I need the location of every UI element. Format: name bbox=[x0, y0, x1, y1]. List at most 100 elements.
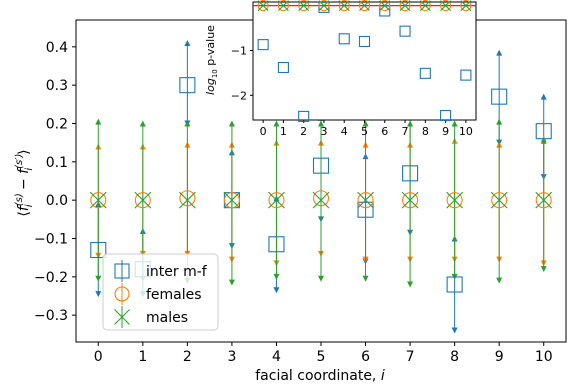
error-cap bbox=[184, 40, 191, 46]
inset-x-tick-label: 7 bbox=[402, 125, 409, 138]
legend-items: inter m-f females males bbox=[114, 260, 208, 328]
data-point bbox=[312, 157, 330, 174]
inset-data-point bbox=[440, 0, 452, 12]
inset-ticks: 0 1 2 3 4 5 6 7 8 9 10 −1 −2 bbox=[231, 44, 473, 138]
error-cap bbox=[496, 277, 503, 284]
inset-x-tick-label: 1 bbox=[280, 125, 287, 138]
legend-marker bbox=[114, 263, 130, 279]
data-point bbox=[90, 241, 107, 259]
y-axis-label: ⟨f(s)i − f(s′)i⟩ bbox=[14, 149, 35, 216]
inset-x-tick-label: 6 bbox=[381, 125, 388, 138]
legend: inter m-f females males bbox=[102, 253, 219, 331]
inset-data-point bbox=[298, 110, 310, 122]
data-point bbox=[490, 191, 508, 209]
data-point bbox=[446, 192, 463, 209]
inset-x-tick-label: 3 bbox=[320, 125, 327, 138]
data-point bbox=[491, 88, 508, 105]
error-cap bbox=[273, 120, 280, 127]
inset-x-tick-label: 5 bbox=[361, 125, 368, 138]
data-point bbox=[535, 191, 553, 209]
inset-data-point bbox=[399, 0, 411, 12]
inset-plot: 0 1 2 3 4 5 6 7 8 9 10 −1 −2 log10 p-value bbox=[204, 0, 477, 138]
legend-box bbox=[102, 253, 219, 331]
inset-y-axis-label: log10 p-value bbox=[204, 25, 219, 95]
data-point bbox=[179, 190, 196, 207]
data-point bbox=[312, 190, 330, 207]
inset-data-point bbox=[440, 0, 451, 11]
inset-x-tick-label: 8 bbox=[422, 125, 429, 138]
inset-data-point bbox=[358, 0, 371, 12]
y-axis-label-text: ⟨f(s)i − f(s′)i⟩ bbox=[14, 149, 35, 216]
y-tick-label: 0.4 bbox=[46, 40, 68, 56]
data-point bbox=[179, 77, 196, 94]
data-point bbox=[535, 123, 552, 140]
inset-data-point bbox=[277, 61, 289, 74]
inset-data-point bbox=[257, 0, 269, 12]
inset-y-tick-label: −2 bbox=[231, 89, 247, 102]
main-ticks: 0 1 2 3 4 5 6 7 8 9 10−0.3−0.2−0.10.00.10.20.30.4 bbox=[34, 40, 553, 365]
inset-data-point bbox=[419, 0, 431, 11]
y-tick-label: 0.1 bbox=[46, 155, 68, 171]
inset-x-tick-label: 2 bbox=[300, 125, 307, 138]
y-tick-label: 0.2 bbox=[46, 117, 68, 133]
x-tick-label: 3 bbox=[227, 349, 236, 365]
error-cap bbox=[95, 275, 102, 282]
series-males bbox=[95, 118, 547, 288]
x-tick-label: 8 bbox=[450, 349, 459, 365]
data-point bbox=[446, 276, 463, 293]
error-cap bbox=[540, 93, 547, 100]
inset-data-point bbox=[338, 33, 350, 45]
main-series bbox=[89, 40, 553, 334]
data-point bbox=[402, 165, 419, 182]
inset-data-point bbox=[277, 0, 289, 12]
legend-marker bbox=[114, 309, 130, 325]
error-cap bbox=[451, 120, 458, 127]
inset-data-point bbox=[460, 69, 472, 81]
y-tick-label: 0.0 bbox=[46, 193, 68, 209]
legend-label: inter m-f bbox=[146, 264, 208, 280]
x-tick-label: 2 bbox=[183, 349, 192, 365]
error-cap bbox=[362, 275, 369, 282]
error-cap bbox=[407, 281, 414, 288]
inset-data-point bbox=[399, 0, 411, 11]
inset-data-point bbox=[338, 0, 350, 11]
y-tick-label: 0.3 bbox=[46, 78, 68, 94]
data-point bbox=[178, 191, 196, 209]
inset-data-point bbox=[318, 0, 330, 11]
x-tick-label: 0 bbox=[94, 349, 103, 365]
error-cap bbox=[362, 120, 369, 127]
data-point bbox=[357, 201, 374, 218]
error-cap bbox=[228, 120, 235, 127]
error-cap bbox=[184, 120, 191, 127]
data-point bbox=[312, 191, 330, 209]
error-cap bbox=[228, 279, 235, 286]
data-point bbox=[223, 192, 240, 209]
inset-data-point bbox=[318, 0, 330, 12]
inset-data-point bbox=[278, 0, 289, 11]
x-tick-label: 9 bbox=[495, 349, 504, 365]
inset-data-point bbox=[379, 0, 391, 11]
data-point bbox=[357, 191, 374, 209]
inset-data-point bbox=[419, 67, 431, 79]
data-point bbox=[446, 191, 464, 209]
data-point bbox=[89, 191, 107, 209]
error-cap bbox=[95, 291, 102, 298]
error-cap bbox=[95, 118, 102, 125]
legend-marker bbox=[114, 286, 130, 302]
error-cap bbox=[273, 287, 280, 294]
inset-data-point bbox=[419, 0, 431, 12]
x-tick-label: 1 bbox=[138, 349, 147, 365]
data-point bbox=[268, 192, 285, 209]
inset-data-point bbox=[460, 0, 472, 12]
inset-data-point bbox=[399, 25, 411, 37]
main-plot: 0 1 2 3 4 5 6 7 8 9 10−0.3−0.2−0.10.00.10.20.30.4 bbox=[34, 19, 567, 365]
inset-series bbox=[253, 0, 476, 122]
data-point bbox=[357, 192, 374, 209]
legend-label: males bbox=[146, 310, 188, 326]
inset-data-point bbox=[257, 39, 269, 51]
error-cap bbox=[139, 120, 146, 127]
data-point bbox=[535, 192, 552, 209]
error-cap bbox=[318, 275, 324, 282]
inset-data-point bbox=[338, 0, 350, 12]
